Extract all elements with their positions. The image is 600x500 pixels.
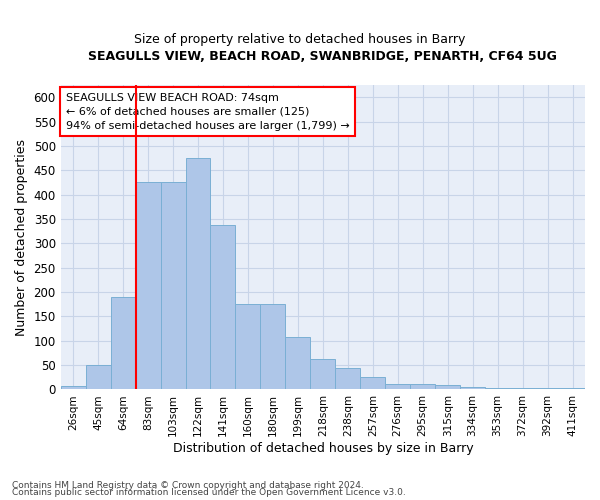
Title: SEAGULLS VIEW, BEACH ROAD, SWANBRIDGE, PENARTH, CF64 5UG: SEAGULLS VIEW, BEACH ROAD, SWANBRIDGE, P… (88, 50, 557, 63)
Bar (185, 158, 211, 390)
Bar (510, 388, 535, 390)
Bar (61, 386, 86, 390)
X-axis label: Distribution of detached houses by size in Barry: Distribution of detached houses by size … (173, 442, 473, 455)
Y-axis label: Number of detached properties: Number of detached properties (15, 138, 28, 336)
Bar (560, 388, 585, 390)
Bar (211, 225, 235, 390)
Bar (260, 304, 286, 390)
Text: Contains public sector information licensed under the Open Government Licence v3: Contains public sector information licen… (12, 488, 406, 497)
Bar (86, 365, 110, 390)
Bar (385, 384, 410, 390)
Bar (286, 337, 310, 390)
Bar (310, 360, 335, 390)
Bar (485, 388, 510, 390)
Bar (110, 297, 136, 390)
Text: SEAGULLS VIEW BEACH ROAD: 74sqm
← 6% of detached houses are smaller (125)
94% of: SEAGULLS VIEW BEACH ROAD: 74sqm ← 6% of … (66, 92, 350, 130)
Text: Size of property relative to detached houses in Barry: Size of property relative to detached ho… (134, 32, 466, 46)
Bar (410, 384, 435, 390)
Bar (161, 182, 185, 390)
Bar (435, 385, 460, 390)
Bar (335, 368, 360, 390)
Bar (136, 182, 161, 390)
Text: Contains HM Land Registry data © Crown copyright and database right 2024.: Contains HM Land Registry data © Crown c… (12, 480, 364, 490)
Bar (535, 388, 560, 390)
Bar (235, 304, 260, 390)
Bar (460, 387, 485, 390)
Bar (360, 378, 385, 390)
